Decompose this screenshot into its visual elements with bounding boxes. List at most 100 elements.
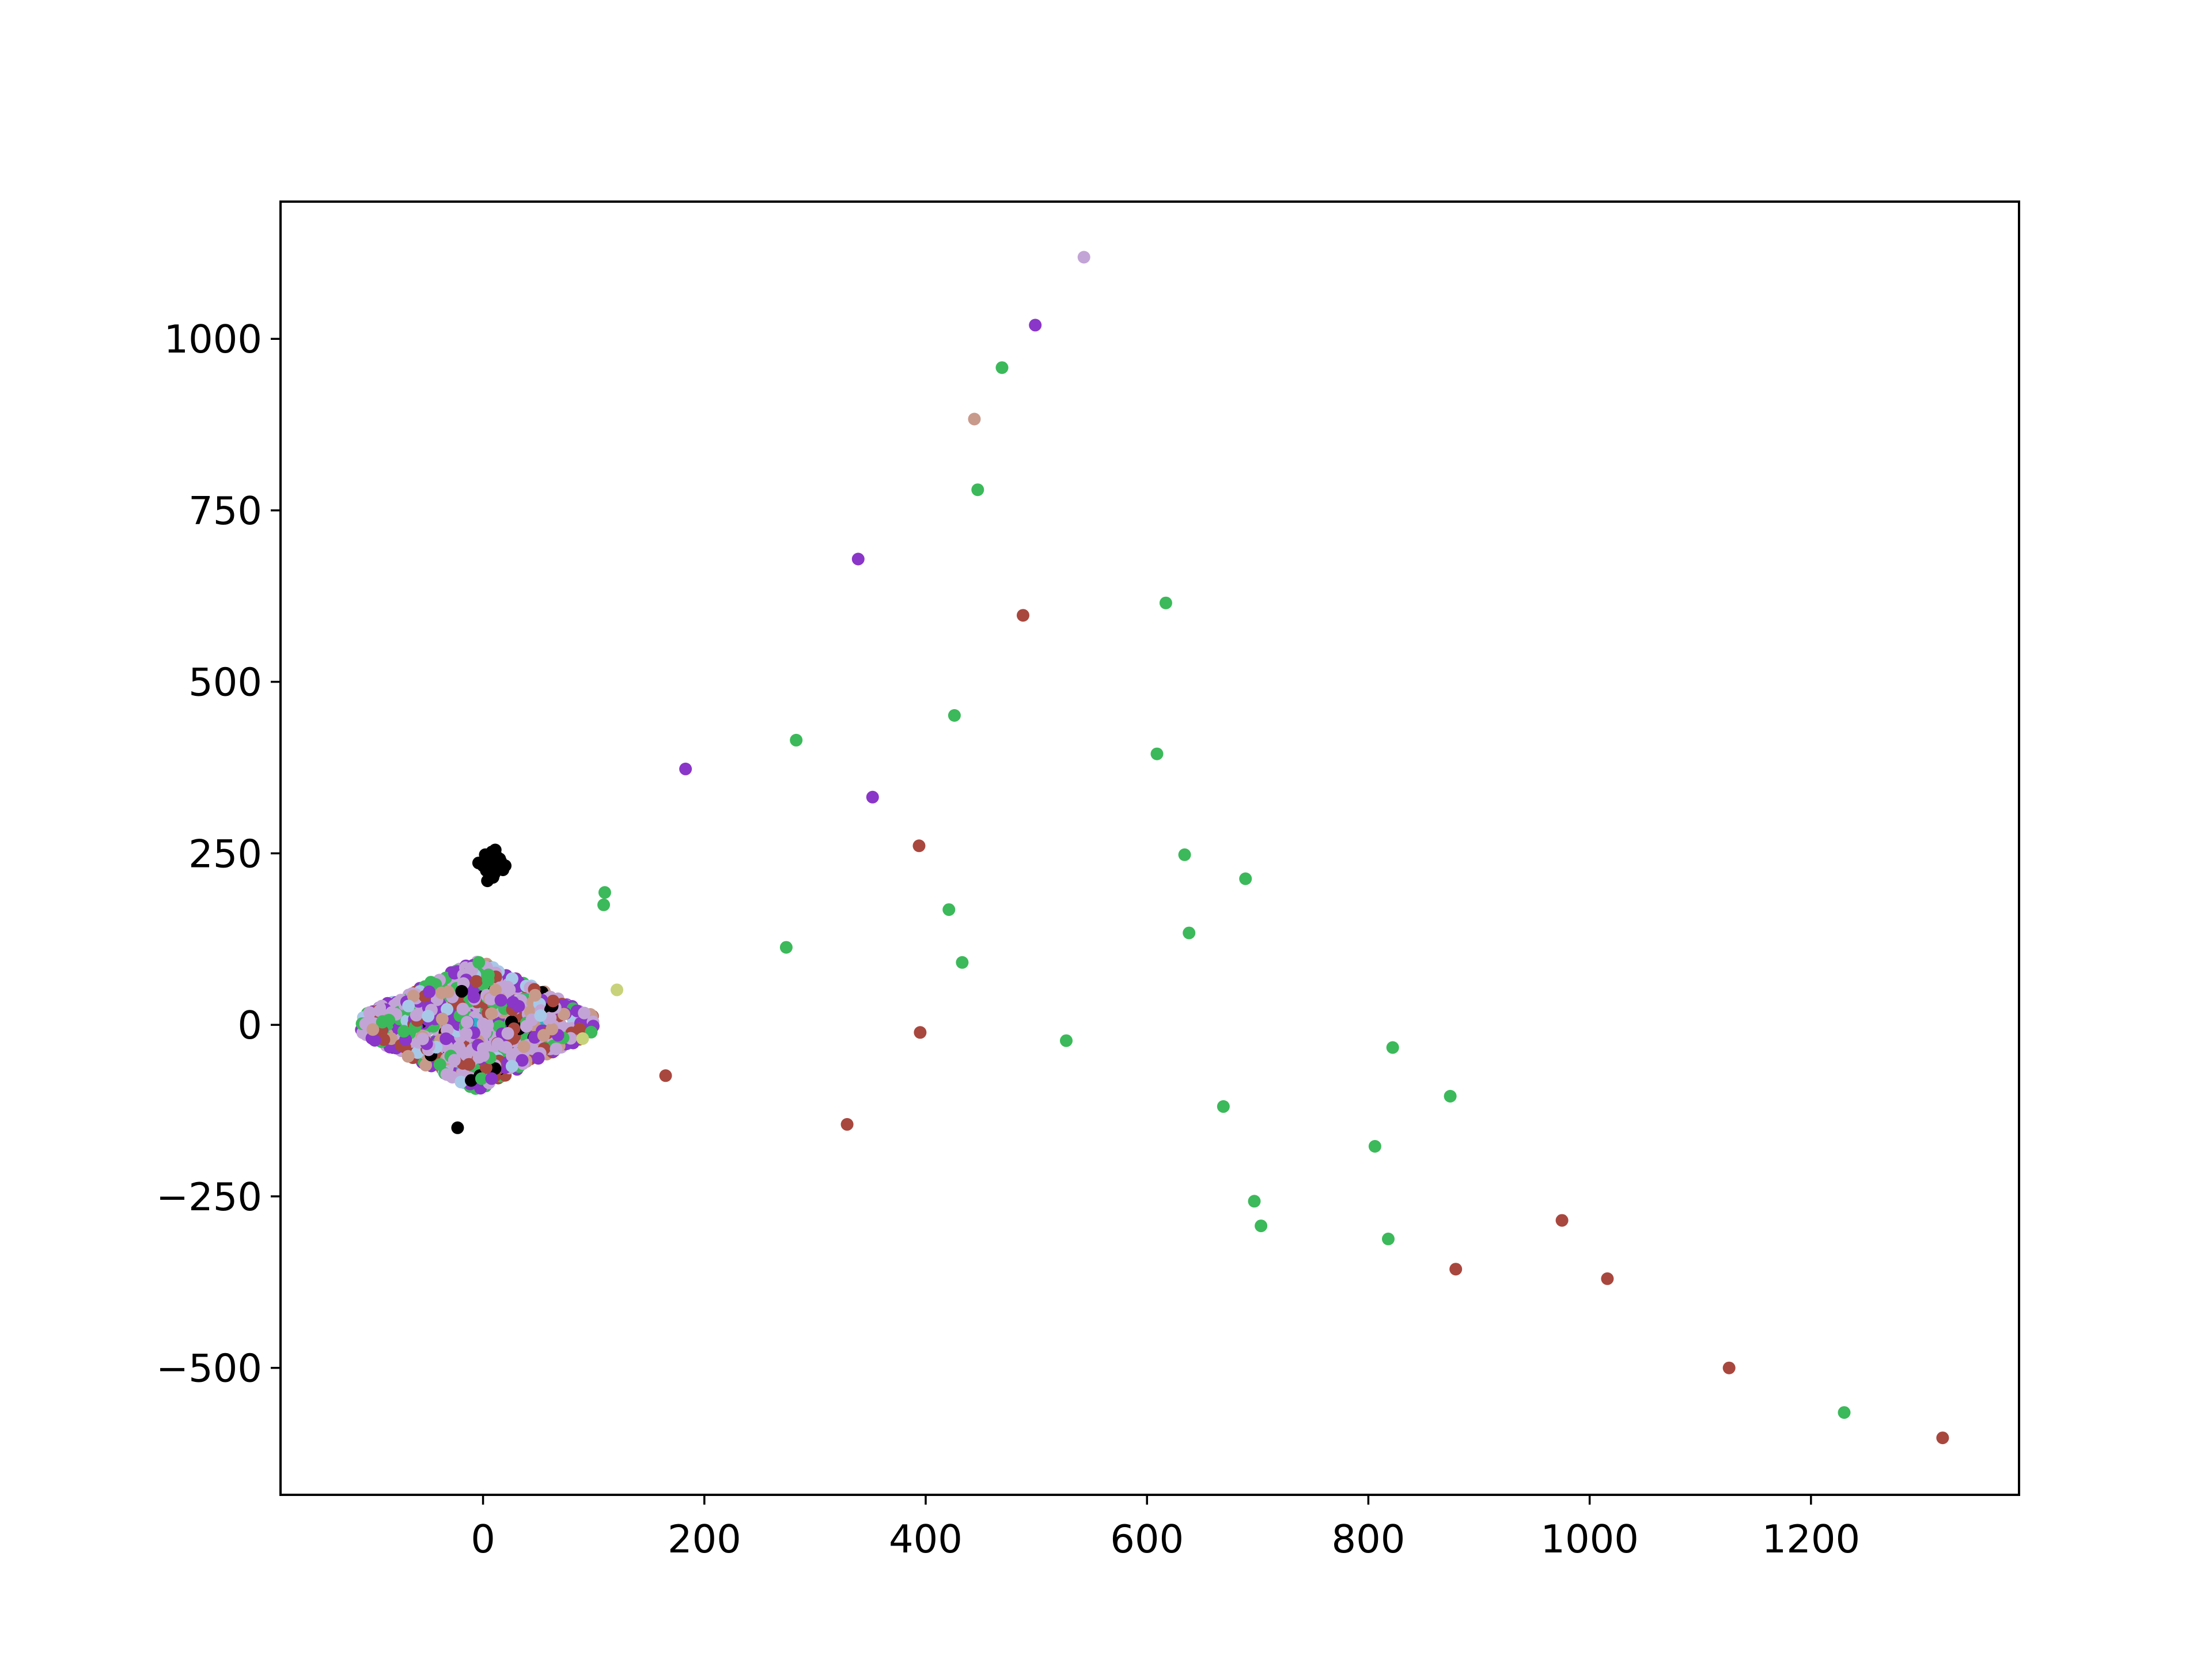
- scatter-point: [1060, 1034, 1073, 1047]
- scatter-point: [1368, 1140, 1381, 1153]
- cluster-point: [363, 1006, 376, 1019]
- cluster-point: [407, 990, 420, 1002]
- scatter-point: [971, 483, 984, 497]
- y-tick-label: 750: [188, 488, 262, 533]
- scatter-point: [484, 862, 497, 875]
- scatter-point: [451, 1121, 464, 1134]
- cluster-point: [472, 1051, 486, 1064]
- scatter-point: [488, 843, 502, 857]
- cluster-point: [422, 1009, 435, 1022]
- scatter-point: [1178, 848, 1191, 861]
- cluster-point: [573, 1022, 586, 1036]
- scatter-point: [1601, 1272, 1614, 1285]
- scatter-point: [472, 857, 485, 870]
- cluster-point: [550, 1042, 563, 1055]
- cluster-point: [440, 1068, 453, 1081]
- cluster-point: [454, 1075, 468, 1089]
- scatter-point: [968, 412, 981, 426]
- cluster-point: [460, 1016, 474, 1029]
- scatter-point: [1722, 1361, 1736, 1374]
- scatter-point: [995, 361, 1009, 374]
- cluster-point: [544, 1011, 557, 1024]
- y-tick-label: 0: [237, 1003, 262, 1048]
- x-tick-label: 800: [1331, 1517, 1405, 1562]
- cluster-point: [505, 1060, 518, 1073]
- cluster-point: [467, 990, 480, 1003]
- cluster-point: [368, 1034, 381, 1047]
- scatter-point: [1077, 251, 1090, 264]
- cluster-point: [491, 1037, 505, 1050]
- cluster-point: [516, 1054, 529, 1067]
- scatter-point: [840, 1118, 854, 1131]
- cluster-point: [440, 1032, 453, 1046]
- cluster-point: [435, 1012, 449, 1025]
- cluster-point: [485, 1007, 498, 1020]
- x-tick-label: 600: [1110, 1517, 1184, 1562]
- scatter-point: [914, 1026, 927, 1039]
- scatter-point: [1936, 1431, 1949, 1445]
- cluster-point: [419, 1059, 433, 1072]
- cluster-point: [578, 1006, 591, 1020]
- cluster-point: [397, 1025, 410, 1038]
- cluster-point: [377, 1033, 391, 1046]
- plot-area-frame: [279, 200, 2020, 1496]
- scatter-point: [576, 1032, 589, 1045]
- scatter-point: [1150, 747, 1164, 760]
- y-tick-label: −500: [156, 1346, 262, 1391]
- scatter-point: [851, 552, 865, 566]
- scatter-point: [1029, 319, 1042, 332]
- cluster-point: [476, 1017, 490, 1031]
- y-axis: −500 −250 0 250 500 750 1000: [156, 317, 281, 1391]
- scatter-point: [866, 790, 879, 804]
- cluster-point: [376, 1016, 389, 1029]
- cluster-point: [460, 1027, 473, 1040]
- scatter-point: [779, 941, 793, 954]
- cluster-point: [410, 1009, 423, 1022]
- cluster-point: [463, 1058, 476, 1071]
- cluster-point: [479, 1061, 493, 1074]
- cluster-point: [402, 999, 415, 1013]
- scatter-point: [1217, 1100, 1230, 1113]
- scatter-point: [1017, 609, 1029, 622]
- cluster-point: [455, 984, 468, 998]
- cluster-point: [517, 1040, 531, 1053]
- scatter-point: [1838, 1406, 1851, 1419]
- cluster-point: [448, 1054, 461, 1067]
- scatter-point: [1382, 1232, 1395, 1245]
- scatter-point: [1255, 1219, 1268, 1233]
- scatter-point: [1183, 926, 1196, 940]
- cluster-point: [489, 983, 502, 997]
- scatter-point: [1444, 1090, 1457, 1103]
- x-tick-label: 0: [471, 1517, 495, 1562]
- cluster-point: [558, 1007, 570, 1021]
- cluster-point: [528, 988, 541, 1002]
- cluster-point: [532, 1052, 545, 1065]
- scatter-point: [912, 839, 926, 853]
- cluster-point: [416, 1032, 429, 1046]
- scatter-point: [611, 983, 623, 997]
- cluster-point: [485, 1072, 498, 1085]
- scatter-point: [1386, 1041, 1399, 1054]
- cluster-point: [366, 1023, 380, 1036]
- cluster-point: [501, 1027, 514, 1040]
- cluster-point: [470, 975, 483, 988]
- y-tick-label: −250: [156, 1175, 262, 1219]
- cluster-point: [441, 1003, 453, 1016]
- cluster-point: [547, 994, 560, 1007]
- y-tick-label: 500: [188, 660, 262, 705]
- x-tick-label: 1200: [1762, 1517, 1861, 1562]
- cluster-point: [442, 985, 455, 998]
- y-tick-label: 1000: [164, 317, 262, 362]
- x-tick-label: 400: [889, 1517, 963, 1562]
- scatter-point: [942, 903, 956, 916]
- cluster-point: [456, 1002, 469, 1016]
- scatter-point: [790, 733, 803, 747]
- scatter-point: [948, 709, 961, 722]
- cluster-point: [494, 994, 507, 1007]
- scatter-point: [1248, 1195, 1261, 1208]
- x-axis: 0 200 400 600 800 1000 1200: [471, 1495, 1860, 1562]
- scatter-point: [659, 1069, 672, 1082]
- cluster-point: [472, 956, 486, 969]
